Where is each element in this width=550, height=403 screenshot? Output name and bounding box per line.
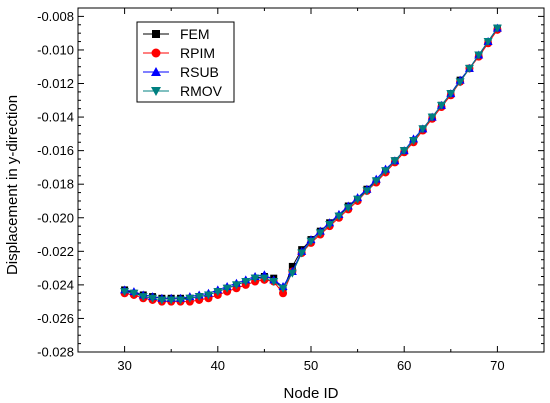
rmov-point: [185, 294, 195, 303]
legend-label-rsub: RSUB: [180, 64, 219, 80]
rmov-point: [129, 289, 139, 298]
x-tick-label: 70: [490, 358, 504, 373]
y-tick-label: -0.014: [37, 110, 74, 125]
y-tick-label: -0.028: [37, 345, 74, 360]
rmov-point: [120, 288, 130, 297]
rmov-point: [148, 294, 158, 303]
rmov-point: [418, 125, 428, 134]
rmov-point: [269, 278, 279, 287]
rmov-point: [464, 64, 474, 73]
rmov-point: [259, 274, 269, 283]
legend-marker-rpim: [151, 48, 161, 58]
legend-label-rpim: RPIM: [180, 45, 215, 61]
rmov-point: [371, 177, 381, 186]
rmov-point: [436, 101, 446, 110]
rmov-point: [315, 229, 325, 238]
legend-marker-rmov: [151, 87, 161, 96]
rmov-point: [483, 38, 493, 47]
rmov-point: [241, 278, 251, 287]
x-tick-label: 60: [397, 358, 411, 373]
rmov-point: [166, 296, 176, 305]
rmov-point: [325, 220, 335, 229]
rmov-point: [157, 296, 167, 305]
x-tick-label: 30: [117, 358, 131, 373]
x-axis-ticks: 30 40 50 60 70: [77, 8, 545, 373]
rmov-point: [399, 147, 409, 156]
rmov-point: [278, 284, 288, 293]
rmov-point: [381, 167, 391, 176]
rmov-point: [138, 293, 148, 302]
y-tick-label: -0.026: [37, 311, 74, 326]
legend-marker-rsub: [151, 67, 161, 76]
rmov-point: [343, 204, 353, 213]
rmov-point: [409, 137, 419, 146]
fem-point: [288, 262, 296, 270]
rmov-point: [390, 157, 400, 166]
rmov-point: [250, 274, 260, 283]
y-tick-label: -0.018: [37, 177, 74, 192]
rmov-point: [306, 237, 316, 246]
rmov-point: [362, 187, 372, 196]
x-tick-label: 40: [211, 358, 225, 373]
rmov-point: [194, 293, 204, 302]
rmov-point: [297, 249, 307, 258]
rmov-point: [231, 281, 241, 290]
rmov-point: [353, 195, 363, 204]
rmov-point: [222, 284, 232, 293]
legend-marker-fem: [152, 30, 160, 38]
y-tick-label: -0.020: [37, 210, 74, 225]
y-tick-label: -0.012: [37, 76, 74, 91]
y-tick-label: -0.008: [37, 9, 74, 24]
legend-label-fem: FEM: [180, 26, 210, 42]
rmov-point: [427, 113, 437, 122]
x-axis-title: Node ID: [283, 385, 338, 402]
rmov-point: [203, 291, 213, 300]
x-tick-label: 50: [304, 358, 318, 373]
rmov-point: [455, 78, 465, 87]
y-tick-label: -0.022: [37, 244, 74, 259]
series-layer: [120, 23, 502, 306]
rmov-point: [492, 24, 502, 33]
rmov-point: [474, 51, 484, 60]
rmov-point: [446, 90, 456, 99]
rmov-point: [334, 212, 344, 221]
rpim-point: [279, 289, 288, 298]
y-tick-label: -0.016: [37, 143, 74, 158]
y-axis-title: Displacement in y-direction: [4, 95, 21, 275]
rmov-point: [176, 296, 186, 305]
rmov-point: [287, 269, 297, 278]
rmov-point: [213, 288, 223, 297]
y-axis-ticks: -0.028 -0.026 -0.024 -0.022 -0.020 -0.018 -0.0…: [37, 7, 544, 360]
legend-label-rmov: RMOV: [180, 83, 223, 99]
y-tick-label: -0.010: [37, 42, 74, 57]
legend: FEM RPIM RSUB RMOV: [136, 21, 235, 103]
y-tick-label: -0.024: [37, 277, 74, 292]
